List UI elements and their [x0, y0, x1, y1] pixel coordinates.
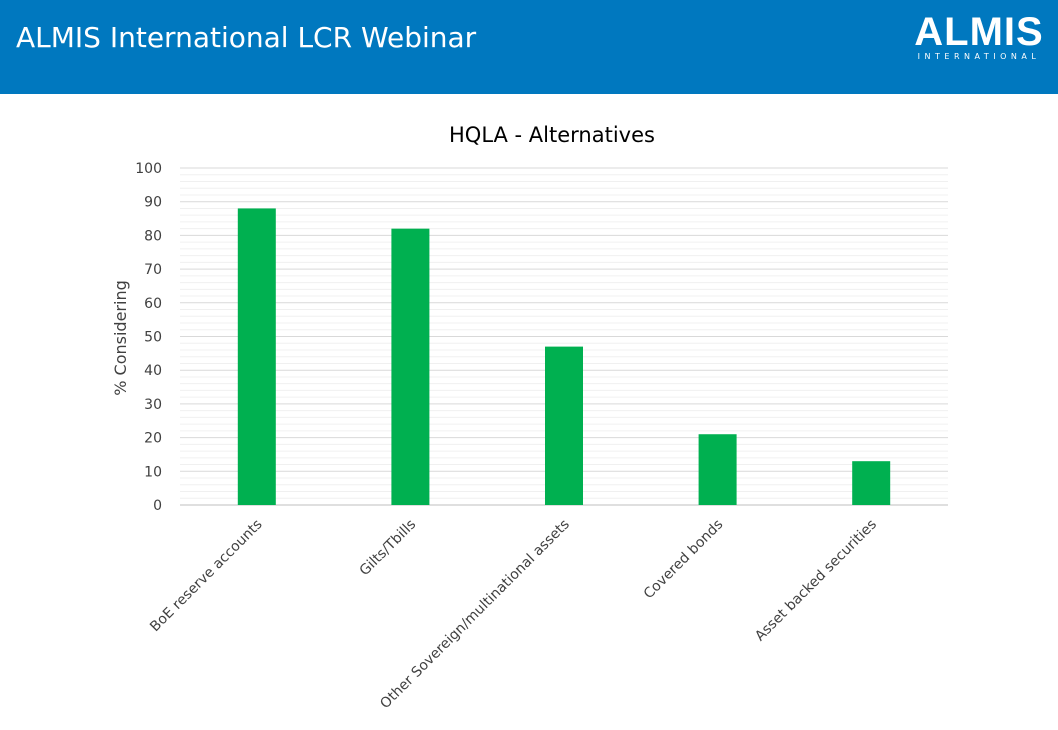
- logo-subtitle: INTERNATIONAL: [917, 52, 1041, 61]
- y-tick-label: 30: [144, 397, 162, 413]
- bar: [545, 346, 583, 505]
- bar: [852, 461, 891, 505]
- bar: [698, 434, 737, 505]
- y-tick-label: 20: [144, 431, 162, 447]
- bar-chart: HQLA - Alternatives 0 10 20 30 40 50 60 70 80 90 1…: [111, 123, 948, 713]
- y-tick-label: 90: [144, 195, 162, 211]
- bar: [237, 208, 276, 505]
- y-tick-label: 50: [144, 330, 162, 346]
- y-tick-label: 100: [135, 161, 162, 177]
- y-axis-ticks: 0 10 20 30 40 50 60 70 80 90 100: [135, 161, 162, 514]
- header-bar: ALMIS International LCR Webinar ALMIS IN…: [0, 0, 1058, 94]
- logo-wordmark: ALMIS: [914, 10, 1044, 54]
- x-category-label: Other Sovereign/multinational assets: [377, 517, 573, 713]
- y-tick-label: 60: [144, 296, 162, 312]
- y-axis-title: % Considering: [111, 280, 130, 396]
- chart-title: HQLA - Alternatives: [449, 123, 655, 147]
- y-tick-label: 40: [144, 363, 162, 379]
- y-tick-label: 70: [144, 262, 162, 278]
- major-gridlines: [180, 167, 948, 506]
- bars: [237, 208, 891, 505]
- x-category-label: Gilts/Tbills: [357, 517, 420, 580]
- x-category-label: BoE reserve accounts: [147, 517, 266, 636]
- y-tick-label: 10: [144, 464, 162, 480]
- x-category-label: Covered bonds: [641, 517, 727, 603]
- y-tick-label: 0: [153, 498, 162, 514]
- bar: [391, 228, 430, 505]
- y-tick-label: 80: [144, 228, 162, 244]
- page-title: ALMIS International LCR Webinar: [16, 21, 477, 54]
- almis-logo: ALMIS INTERNATIONAL: [908, 10, 1050, 66]
- x-category-label: Asset backed securities: [752, 517, 880, 645]
